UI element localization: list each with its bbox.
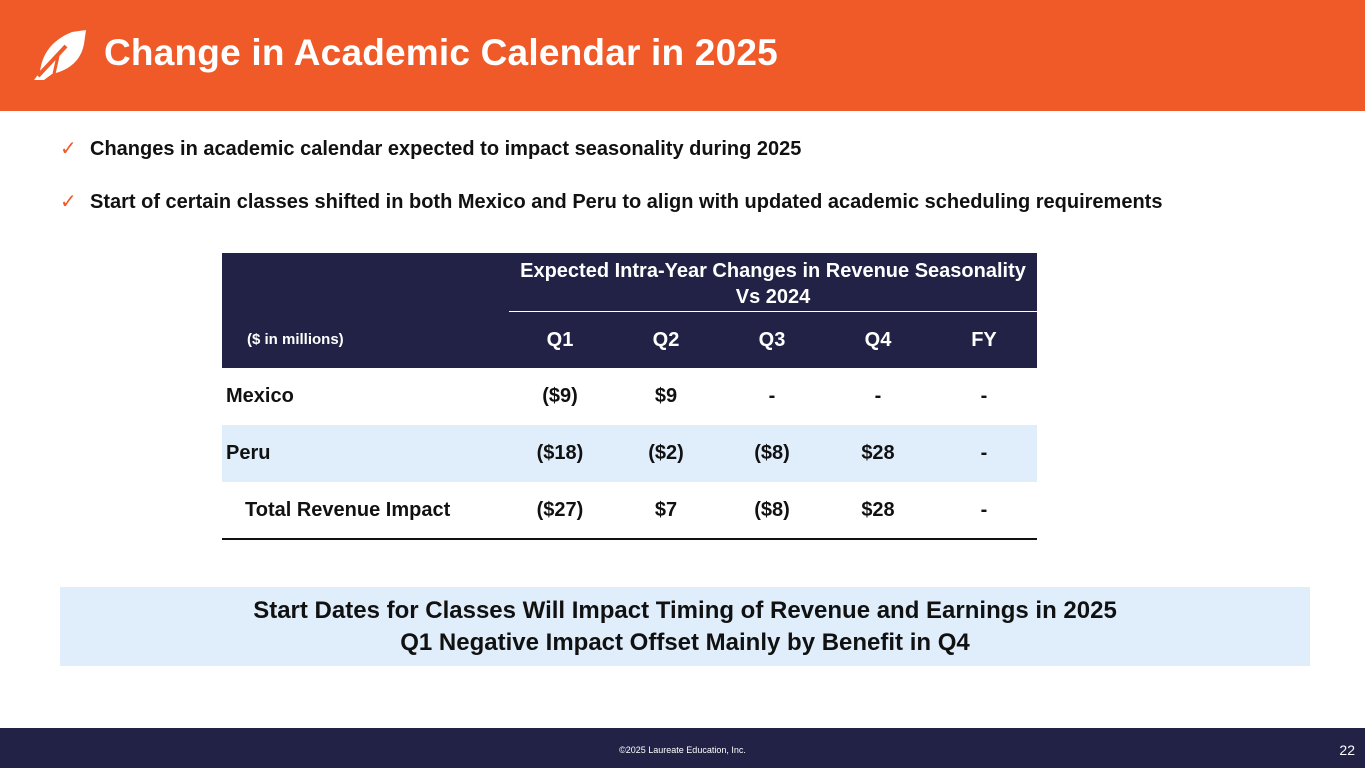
table-cell: - [980, 442, 988, 464]
table-cell: ($8) [754, 442, 790, 464]
page-number: 22 [1339, 742, 1355, 758]
footer-bar: ©2025 Laureate Education, Inc. 22 [0, 728, 1365, 768]
table-row-total: Total Revenue Impact ($27) $7 ($8) $28 - [222, 482, 1037, 540]
table-super-header: Expected Intra-Year Changes in Revenue S… [509, 258, 1037, 312]
table-cell: - [768, 385, 776, 407]
bullet-text: Changes in academic calendar expected to… [90, 138, 802, 160]
bullet-text: Start of certain classes shifted in both… [90, 191, 1163, 213]
checkmark-icon: ✓ [60, 138, 77, 160]
table-cell: $28 [861, 499, 895, 521]
table-row-peru: Peru ($18) ($2) ($8) $28 - [222, 425, 1037, 482]
table-header: Expected Intra-Year Changes in Revenue S… [222, 253, 1037, 368]
row-label: Mexico [226, 385, 294, 407]
column-header-q3: Q3 [758, 329, 786, 351]
table-cell: ($9) [542, 385, 578, 407]
bullet-item: ✓ Changes in academic calendar expected t… [60, 136, 801, 161]
column-header-q2: Q2 [652, 329, 680, 351]
units-label: ($ in millions) [247, 331, 344, 348]
bullet-item: ✓ Start of certain classes shifted in bot… [60, 189, 1162, 214]
row-label: Peru [226, 442, 271, 464]
key-takeaway-callout: Start Dates for Classes Will Impact Timi… [60, 587, 1310, 666]
table-cell: ($2) [648, 442, 684, 464]
table-cell: - [874, 385, 882, 407]
table-cell: ($27) [536, 499, 584, 521]
table-cell: $9 [654, 385, 678, 407]
page-title: Change in Academic Calendar in 2025 [104, 32, 778, 73]
table-cell: - [980, 385, 988, 407]
table-cell: ($18) [536, 442, 584, 464]
checkmark-icon: ✓ [60, 191, 77, 213]
copyright-text: ©2025 Laureate Education, Inc. [619, 745, 746, 755]
table-cell: - [980, 499, 988, 521]
leaf-logo-icon [34, 30, 86, 80]
table-cell: $28 [861, 442, 895, 464]
column-header-q4: Q4 [864, 329, 892, 351]
column-header-q1: Q1 [546, 329, 574, 351]
column-header-fy: FY [971, 329, 997, 351]
table-cell: $7 [654, 499, 678, 521]
revenue-seasonality-table: Expected Intra-Year Changes in Revenue S… [222, 253, 1037, 540]
row-label: Total Revenue Impact [245, 499, 451, 521]
title-bar: Change in Academic Calendar in 2025 [0, 0, 1365, 111]
table-row-mexico: Mexico ($9) $9 - - - [222, 368, 1037, 425]
table-cell: ($8) [754, 499, 790, 521]
callout-line-2: Q1 Negative Impact Offset Mainly by Bene… [400, 629, 970, 656]
callout-line-1: Start Dates for Classes Will Impact Timi… [253, 597, 1117, 624]
